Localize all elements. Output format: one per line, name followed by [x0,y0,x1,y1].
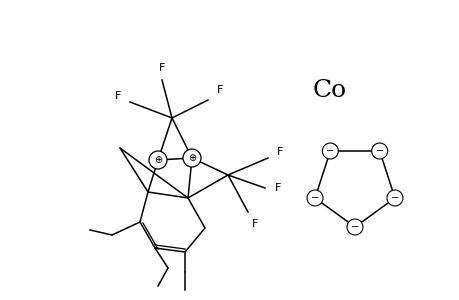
Text: −: − [375,146,383,156]
Circle shape [346,219,362,235]
Circle shape [149,151,167,169]
Circle shape [322,143,337,159]
Text: F: F [158,63,165,73]
Circle shape [386,190,402,206]
Text: −: − [350,222,358,232]
Text: F: F [216,85,223,95]
Text: −: − [325,146,334,156]
Text: −: − [310,193,319,203]
Circle shape [371,143,387,159]
Text: ⊕: ⊕ [154,155,162,165]
Circle shape [307,190,322,206]
Text: F: F [115,91,121,101]
Text: −: − [390,193,398,203]
Text: F: F [274,183,280,193]
Text: ⊕: ⊕ [188,153,196,163]
Text: Co: Co [312,79,346,101]
Circle shape [183,149,201,167]
Text: F: F [251,219,257,229]
Text: F: F [276,147,283,157]
